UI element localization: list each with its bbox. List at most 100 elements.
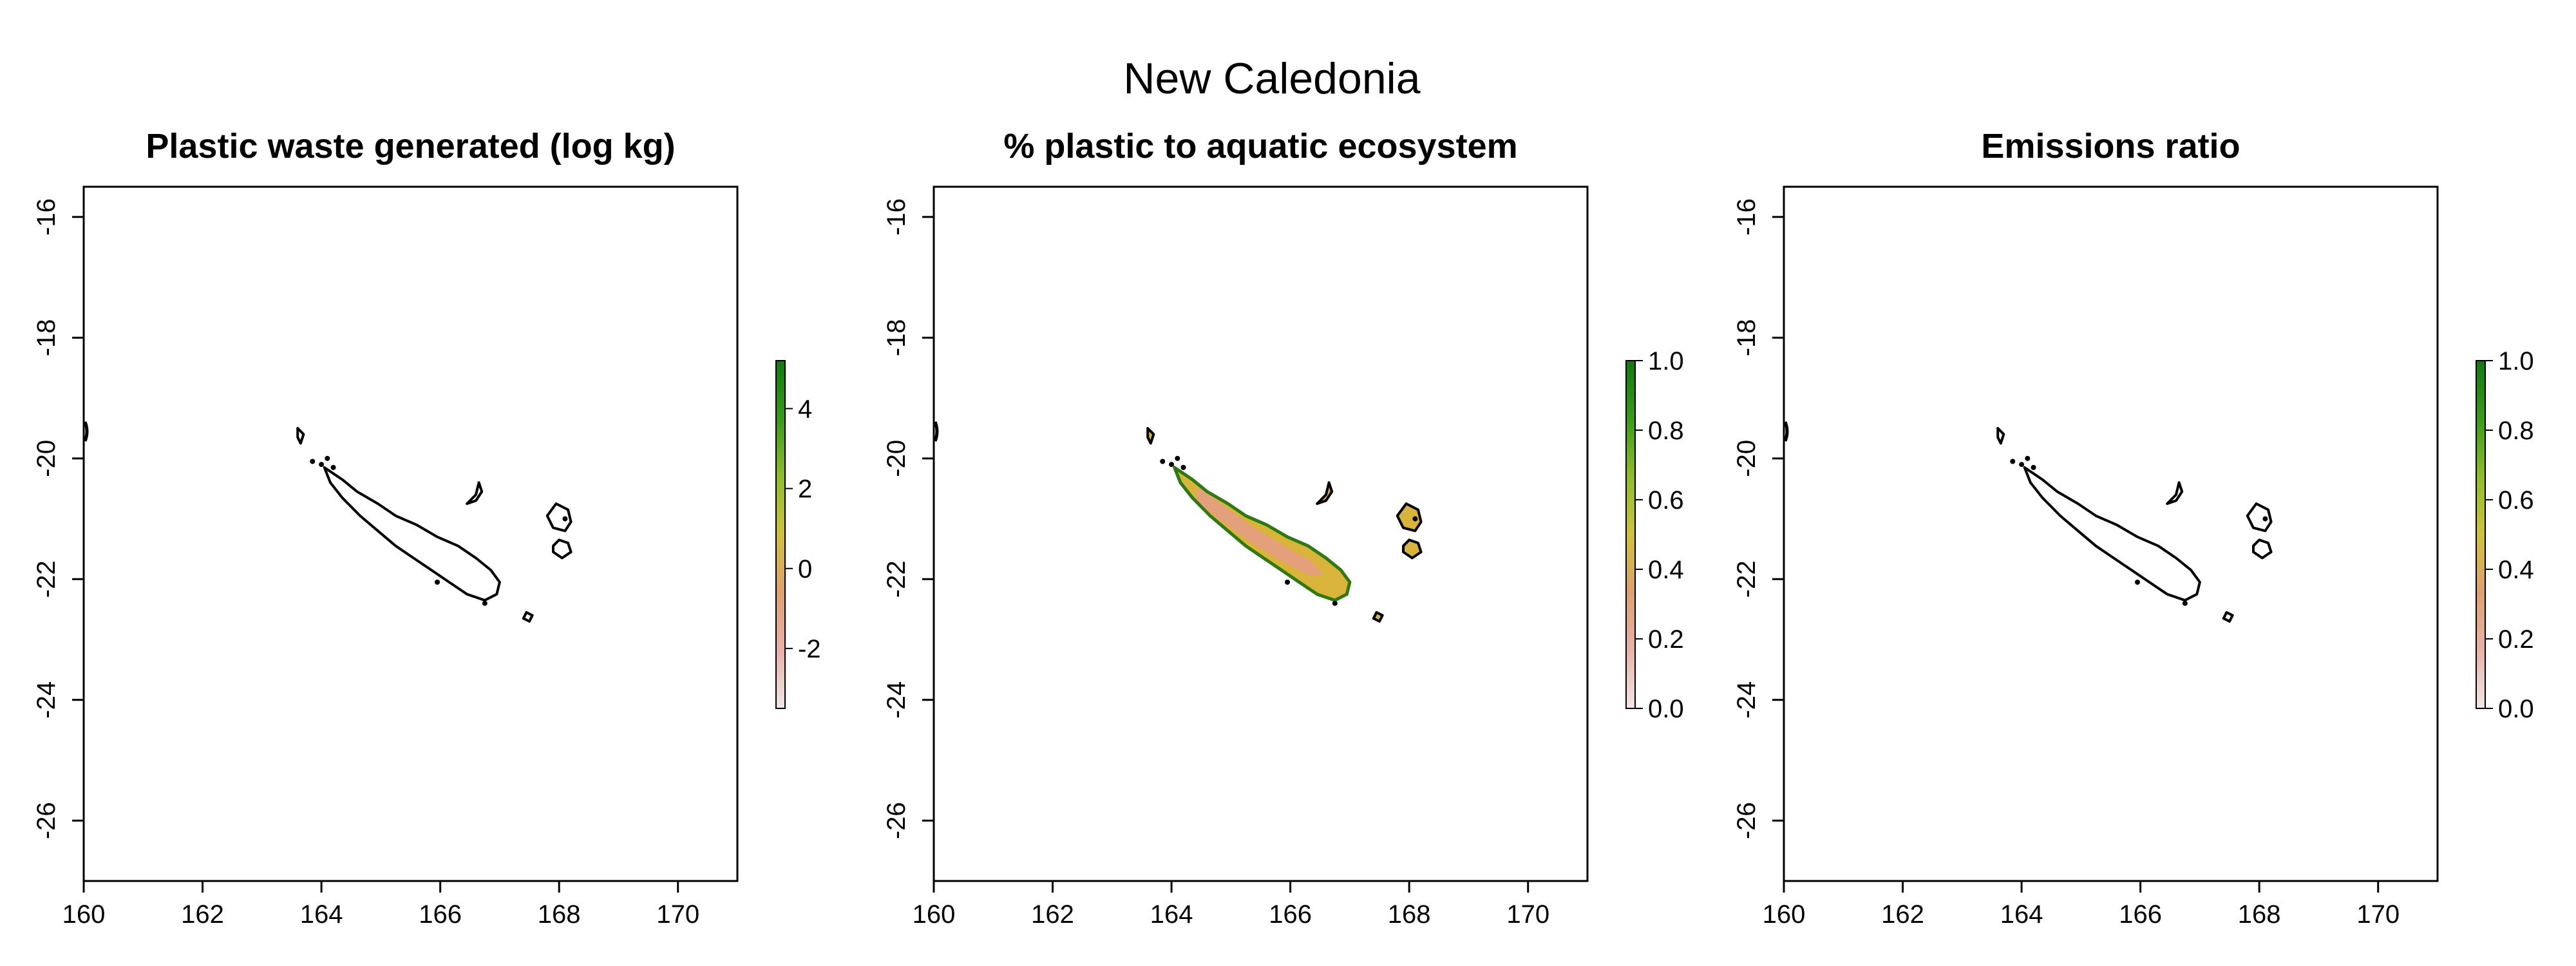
- inland-region: [1195, 486, 1323, 576]
- island-ouvea: [2166, 481, 2184, 506]
- x-tick-label: 164: [2000, 900, 2043, 929]
- y-tick-label: -22: [1732, 560, 1761, 598]
- colorbar-label: 0.8: [1648, 417, 1684, 445]
- y-tick-label: -26: [1732, 802, 1761, 839]
- x-tick-label: 170: [656, 900, 699, 929]
- y-tick-label: -16: [1732, 198, 1761, 236]
- islet-marker: [325, 455, 330, 461]
- map-layer: [934, 421, 1423, 623]
- islet-marker: [2262, 516, 2268, 522]
- x-tick-label: 164: [1150, 900, 1193, 929]
- islet-marker: [1332, 600, 1338, 606]
- y-tick-label: -26: [882, 802, 911, 839]
- x-tick-label: 168: [2238, 900, 2281, 929]
- colorbar-label: 0.4: [1648, 556, 1684, 584]
- colorbar-label: 0.2: [1648, 625, 1684, 654]
- island-mainland: [323, 466, 501, 602]
- island-ouvea: [466, 481, 484, 506]
- plot-frame: [933, 185, 1589, 882]
- x-tick-label: 160: [62, 900, 106, 929]
- islet-marker: [435, 579, 440, 585]
- panel-1: Plastic waste generated (log kg) -16 -18 -2…: [32, 127, 821, 929]
- island-lifou: [545, 502, 573, 533]
- colorbar: [1625, 360, 1636, 709]
- y-tick-label: -20: [1732, 440, 1761, 477]
- colorbar-label: 2: [798, 475, 812, 504]
- colorbar-label: 0.8: [2498, 417, 2534, 445]
- islet-marker: [1412, 516, 1418, 522]
- y-tick-label: -24: [32, 681, 61, 719]
- panel-title: % plastic to aquatic ecosystem: [1003, 127, 1517, 166]
- islet-marker: [2182, 600, 2188, 606]
- panel-2: % plastic to aquatic ecosystem -16 -18 -20 -…: [882, 127, 1684, 929]
- coastline-fragment: [934, 421, 939, 442]
- colorbar: [775, 360, 786, 709]
- colorbar-label: 0.0: [2498, 695, 2534, 723]
- x-tick-label: 160: [913, 900, 956, 929]
- island-mainland: [2023, 466, 2201, 602]
- x-tick-label: 162: [1031, 900, 1074, 929]
- island-belep: [1146, 427, 1155, 445]
- y-tick-label: -16: [882, 198, 911, 236]
- islet-marker: [330, 464, 336, 470]
- colorbar-label: 0.4: [2498, 556, 2534, 584]
- y-tick-label: -24: [1732, 681, 1761, 719]
- y-tick-label: -24: [882, 681, 911, 719]
- x-tick-label: 168: [538, 900, 581, 929]
- y-tick-label: -22: [32, 560, 61, 598]
- colorbar-label: 0: [798, 555, 812, 583]
- island-lifou: [1396, 502, 1423, 533]
- x-tick-label: 166: [419, 900, 462, 929]
- map-layer: [84, 421, 573, 623]
- islet-marker: [2019, 462, 2025, 468]
- islet-marker: [2031, 464, 2036, 470]
- colorbar-label: -2: [798, 635, 821, 663]
- y-tick-label: -16: [32, 198, 61, 236]
- islet-marker: [2010, 459, 2016, 464]
- island-ouvea: [1316, 481, 1334, 506]
- x-tick-label: 162: [181, 900, 224, 929]
- islet-marker: [1160, 459, 1166, 464]
- islet-marker: [1169, 462, 1175, 468]
- island-isle-of-pines: [2222, 611, 2234, 623]
- islet-marker: [1180, 464, 1186, 470]
- figure-title: New Caledonia: [1123, 54, 1420, 103]
- colorbar: [2476, 360, 2486, 709]
- island-isle-of-pines: [522, 611, 534, 623]
- plot-frame: [82, 185, 739, 882]
- colorbar-label: 0.6: [2498, 486, 2534, 515]
- x-tick-label: 170: [2356, 900, 2400, 929]
- y-tick-label: -20: [32, 440, 61, 477]
- colorbar-label: 0.0: [1648, 695, 1684, 723]
- coastline-fragment: [84, 421, 89, 442]
- x-tick-label: 164: [300, 900, 343, 929]
- islet-marker: [2025, 455, 2031, 461]
- island-isle-of-pines: [1372, 611, 1384, 623]
- x-tick-label: 166: [2119, 900, 2162, 929]
- panel-title: Emissions ratio: [1981, 127, 2240, 166]
- x-tick-label: 160: [1763, 900, 1806, 929]
- island-lifou: [2246, 502, 2273, 533]
- island-belep: [1996, 427, 2005, 445]
- islet-marker: [1175, 455, 1180, 461]
- colorbar-label: 1.0: [2498, 347, 2534, 375]
- islet-marker: [1285, 579, 1291, 585]
- islet-marker: [2135, 579, 2141, 585]
- x-tick-label: 170: [1506, 900, 1549, 929]
- y-tick-label: -18: [32, 319, 61, 356]
- panel-3: Emissions ratio -16 -18 -20 -22 -24 -26 160 162 1…: [1732, 127, 2534, 929]
- colorbar-label: 0.2: [2498, 625, 2534, 654]
- plot-frame: [1783, 185, 2439, 882]
- coastline-fragment: [1784, 421, 1789, 442]
- y-tick-label: -18: [1732, 319, 1761, 356]
- colorbar-label: 1.0: [1648, 347, 1684, 375]
- islet-marker: [482, 600, 488, 606]
- y-tick-label: -22: [882, 560, 911, 598]
- colorbar-label: 4: [798, 395, 812, 423]
- panel-title: Plastic waste generated (log kg): [146, 127, 675, 166]
- islet-marker: [310, 459, 316, 464]
- x-tick-label: 166: [1269, 900, 1312, 929]
- coastal-band: [1173, 466, 1352, 602]
- islet-marker: [319, 462, 325, 468]
